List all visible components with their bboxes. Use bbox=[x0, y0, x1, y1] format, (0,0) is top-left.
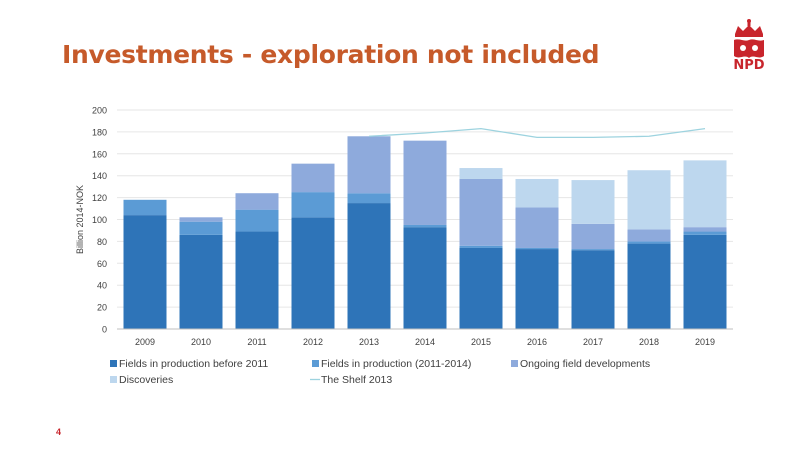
y-tick-label: 140 bbox=[92, 171, 107, 181]
bar-segment bbox=[515, 249, 559, 329]
y-tick-label: 80 bbox=[97, 237, 107, 247]
x-tick-label: 2016 bbox=[527, 337, 547, 347]
bar-segment bbox=[683, 227, 727, 232]
bar-segment bbox=[347, 203, 391, 329]
axis-layer: 0 20 40 60 80 100 120 140 160 180 200 2009 2010 2011 2… bbox=[75, 106, 733, 347]
x-tick-label: 2014 bbox=[415, 337, 435, 347]
bar-segment bbox=[627, 170, 671, 230]
bar-segment bbox=[515, 207, 559, 248]
bar-segment bbox=[515, 178, 559, 208]
shelf-2013-line bbox=[368, 127, 706, 139]
bar-segment bbox=[571, 180, 615, 224]
bar-segment bbox=[403, 140, 447, 225]
bar-segment bbox=[459, 247, 503, 329]
investment-chart: 0 20 40 60 80 100 120 140 160 180 200 2009 2010 2011 2… bbox=[75, 106, 733, 386]
y-tick-label: 180 bbox=[92, 127, 107, 137]
legend-swatch bbox=[110, 360, 117, 367]
bar-segment bbox=[347, 193, 391, 204]
x-tick-label: 2010 bbox=[191, 337, 211, 347]
x-tick-label: 2017 bbox=[583, 337, 603, 347]
page-title: Investments - exploration not included bbox=[62, 40, 600, 69]
bar-segment bbox=[291, 217, 335, 329]
y-tick-label: 120 bbox=[92, 193, 107, 203]
y-tick-label: 200 bbox=[92, 106, 107, 116]
x-tick-label: 2019 bbox=[695, 337, 715, 347]
legend-label: Fields in production (2011-2014) bbox=[321, 358, 471, 370]
y-axis-label: Billion 2014-NOK bbox=[75, 185, 85, 254]
y-tick-label: 40 bbox=[97, 281, 107, 291]
x-tick-label: 2011 bbox=[247, 337, 266, 347]
bar-segment bbox=[627, 243, 671, 329]
bar-segment bbox=[627, 241, 671, 244]
bar-segment bbox=[235, 231, 279, 329]
bar-segment bbox=[571, 250, 615, 329]
x-tick-label: 2018 bbox=[639, 337, 659, 347]
x-tick-label: 2013 bbox=[359, 337, 379, 347]
y-tick-label: 60 bbox=[97, 259, 107, 269]
legend-label: The Shelf 2013 bbox=[321, 374, 392, 386]
legend-label: Fields in production before 2011 bbox=[119, 358, 268, 370]
bar-segment bbox=[235, 209, 279, 232]
bar-segment bbox=[403, 224, 447, 228]
npd-crown-logo-icon bbox=[734, 19, 764, 58]
bar-segment bbox=[235, 193, 279, 210]
legend-label: Ongoing field developments bbox=[520, 358, 650, 370]
bar-segment bbox=[291, 192, 335, 218]
x-tick-label: 2009 bbox=[135, 337, 155, 347]
bar-segment bbox=[683, 160, 727, 228]
page-number: 4 bbox=[56, 427, 62, 437]
bar-segment bbox=[123, 199, 167, 216]
y-tick-label: 20 bbox=[97, 303, 107, 313]
bar-segment bbox=[459, 178, 503, 246]
bar-segment bbox=[459, 168, 503, 179]
x-tick-label: 2015 bbox=[471, 337, 491, 347]
bar-segment bbox=[515, 247, 559, 250]
y-tick-label: 160 bbox=[92, 149, 107, 159]
legend-swatch bbox=[511, 360, 518, 367]
legend-swatch bbox=[110, 376, 117, 383]
bar-segment bbox=[179, 221, 223, 235]
bar-segment bbox=[683, 234, 727, 329]
legend-layer: Fields in production before 2011 Fields i… bbox=[110, 358, 650, 386]
bar-segment bbox=[179, 217, 223, 222]
x-tick-label: 2012 bbox=[303, 337, 323, 347]
bar-segment bbox=[347, 136, 391, 194]
bar-segment bbox=[571, 223, 615, 250]
legend-label: Discoveries bbox=[119, 374, 173, 386]
bar-segment bbox=[627, 229, 671, 242]
bar-segment bbox=[179, 234, 223, 329]
bar-segment bbox=[123, 215, 167, 329]
y-tick-label: 0 bbox=[102, 325, 107, 335]
logo-text: NPD bbox=[733, 58, 765, 73]
bar-segment bbox=[459, 245, 503, 248]
bar-segment bbox=[683, 231, 727, 235]
bar-segment bbox=[571, 249, 615, 251]
y-tick-label: 100 bbox=[92, 215, 107, 225]
line-layer bbox=[368, 127, 706, 139]
bars-layer bbox=[123, 136, 727, 329]
legend-swatch bbox=[312, 360, 319, 367]
bar-segment bbox=[291, 163, 335, 193]
bar-segment bbox=[403, 227, 447, 329]
